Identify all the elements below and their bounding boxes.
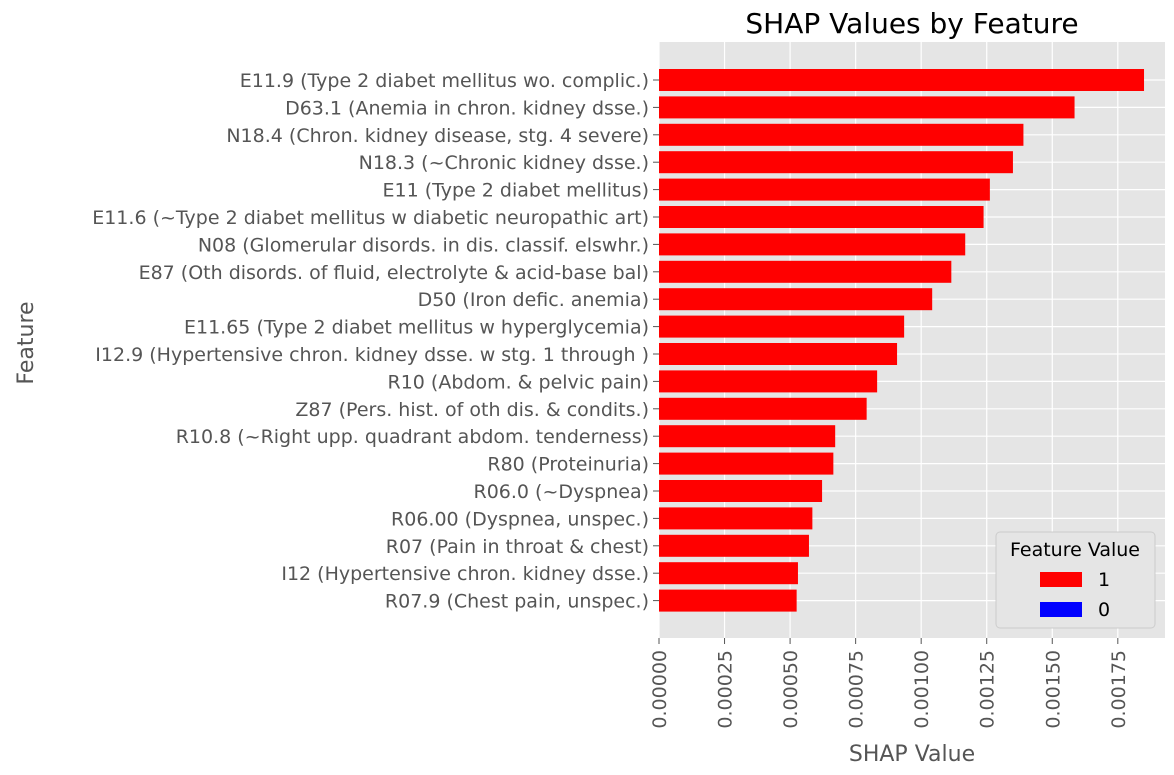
bar bbox=[659, 452, 834, 475]
bar bbox=[659, 178, 990, 201]
x-tick-label: 0.00175 bbox=[1108, 650, 1130, 729]
bar bbox=[659, 562, 798, 585]
y-tick-label: R07.9 (Chest pain, unspec.) bbox=[385, 591, 649, 613]
legend-title: Feature Value bbox=[1010, 539, 1140, 561]
bar bbox=[659, 425, 836, 448]
y-tick-label: E11 (Type 2 diabet mellitus) bbox=[382, 180, 649, 202]
bar bbox=[659, 343, 898, 365]
y-tick-label: I12.9 (Hypertensive chron. kidney dsse. … bbox=[95, 344, 649, 366]
y-tick-label: D50 (Iron defic. anemia) bbox=[418, 289, 649, 311]
y-tick-label: E87 (Oth disords. of fluid, electrolyte … bbox=[139, 262, 649, 284]
bar bbox=[659, 534, 809, 557]
bar bbox=[659, 260, 952, 283]
bar bbox=[659, 69, 1145, 91]
bar bbox=[659, 288, 933, 311]
x-tick-labels: 0.00000 0.00025 0.00050 0.00075 0.00100 0.001… bbox=[649, 638, 1130, 729]
bars bbox=[659, 69, 1145, 612]
x-tick-label: 0.00000 bbox=[649, 650, 671, 729]
y-axis-label: Feature bbox=[14, 301, 39, 384]
legend-label-1: 1 bbox=[1098, 569, 1110, 591]
chart-title: SHAP Values by Feature bbox=[745, 7, 1078, 40]
y-tick-label: N08 (Glomerular disords. in dis. classif… bbox=[198, 234, 649, 256]
legend: Feature Value 1 0 bbox=[995, 531, 1156, 629]
bar bbox=[659, 123, 1024, 146]
legend-swatch-0 bbox=[1040, 602, 1082, 617]
legend-swatch-1 bbox=[1040, 572, 1082, 587]
y-tick-label: R07 (Pain in throat & chest) bbox=[386, 536, 649, 558]
x-axis-label: SHAP Value bbox=[849, 742, 975, 767]
bar bbox=[659, 96, 1075, 119]
y-tick-label: R10.8 (~Right upp. quadrant abdom. tende… bbox=[176, 426, 649, 448]
bar bbox=[659, 206, 984, 228]
y-tick-label: R80 (Proteinuria) bbox=[487, 454, 649, 476]
bar bbox=[659, 151, 1013, 174]
y-tick-label: Z87 (Pers. hist. of oth dis. & condits.) bbox=[295, 399, 649, 421]
y-tick-label: N18.3 (~Chronic kidney dsse.) bbox=[359, 152, 649, 174]
x-tick-label: 0.00125 bbox=[977, 650, 999, 729]
bar bbox=[659, 233, 966, 256]
y-tick-label: R06.00 (Dyspnea, unspec.) bbox=[391, 508, 649, 530]
x-tick-label: 0.00050 bbox=[780, 650, 802, 729]
bar bbox=[659, 370, 878, 393]
y-tick-labels: E11.9 (Type 2 diabet mellitus wo. compli… bbox=[92, 70, 659, 613]
bar bbox=[659, 480, 823, 502]
bar bbox=[659, 315, 905, 338]
y-tick-label: I12 (Hypertensive chron. kidney dsse.) bbox=[281, 563, 649, 585]
y-tick-label: N18.4 (Chron. kidney disease, stg. 4 sev… bbox=[226, 125, 649, 147]
y-tick-label: D63.1 (Anemia in chron. kidney dsse.) bbox=[285, 97, 649, 119]
bar bbox=[659, 507, 813, 530]
x-tick-label: 0.00075 bbox=[846, 650, 868, 729]
legend-label-0: 0 bbox=[1098, 599, 1110, 621]
bar bbox=[659, 397, 867, 420]
y-tick-label: R10 (Abdom. & pelvic pain) bbox=[388, 371, 650, 393]
y-tick-label: E11.65 (Type 2 diabet mellitus w hypergl… bbox=[184, 317, 649, 339]
y-tick-label: E11.6 (~Type 2 diabet mellitus w diabeti… bbox=[92, 207, 649, 229]
x-tick-label: 0.00025 bbox=[715, 650, 737, 729]
y-tick-label: R06.0 (~Dyspnea) bbox=[474, 481, 650, 503]
y-tick-label: E11.9 (Type 2 diabet mellitus wo. compli… bbox=[240, 70, 649, 92]
x-tick-label: 0.00100 bbox=[911, 650, 933, 729]
bar bbox=[659, 589, 797, 612]
x-tick-label: 0.00150 bbox=[1042, 650, 1064, 729]
